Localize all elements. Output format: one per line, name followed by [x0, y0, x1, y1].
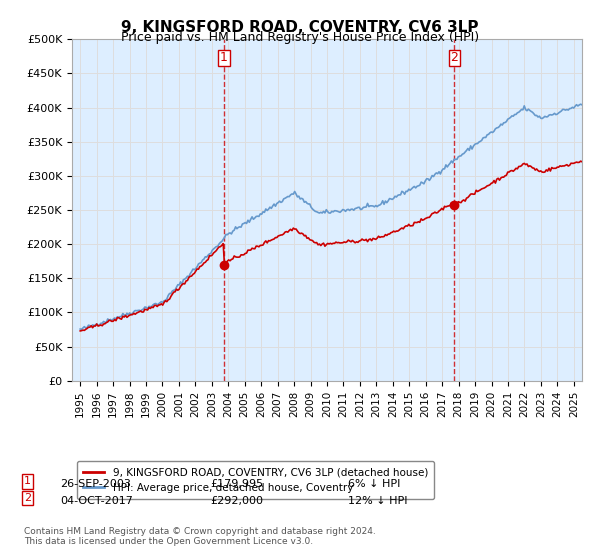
Text: £292,000: £292,000	[210, 496, 263, 506]
Legend: 9, KINGSFORD ROAD, COVENTRY, CV6 3LP (detached house), HPI: Average price, detac: 9, KINGSFORD ROAD, COVENTRY, CV6 3LP (de…	[77, 461, 434, 499]
Text: 9, KINGSFORD ROAD, COVENTRY, CV6 3LP: 9, KINGSFORD ROAD, COVENTRY, CV6 3LP	[121, 20, 479, 35]
Text: Price paid vs. HM Land Registry's House Price Index (HPI): Price paid vs. HM Land Registry's House …	[121, 31, 479, 44]
Text: 2: 2	[451, 52, 458, 64]
Text: 26-SEP-2003: 26-SEP-2003	[60, 479, 131, 489]
Text: 1: 1	[220, 52, 228, 64]
Text: 04-OCT-2017: 04-OCT-2017	[60, 496, 133, 506]
Text: Contains HM Land Registry data © Crown copyright and database right 2024.
This d: Contains HM Land Registry data © Crown c…	[24, 526, 376, 546]
Text: 6% ↓ HPI: 6% ↓ HPI	[348, 479, 400, 489]
Text: 1: 1	[24, 477, 31, 487]
Text: 2: 2	[24, 493, 31, 503]
Text: 12% ↓ HPI: 12% ↓ HPI	[348, 496, 407, 506]
Text: £179,995: £179,995	[210, 479, 263, 489]
